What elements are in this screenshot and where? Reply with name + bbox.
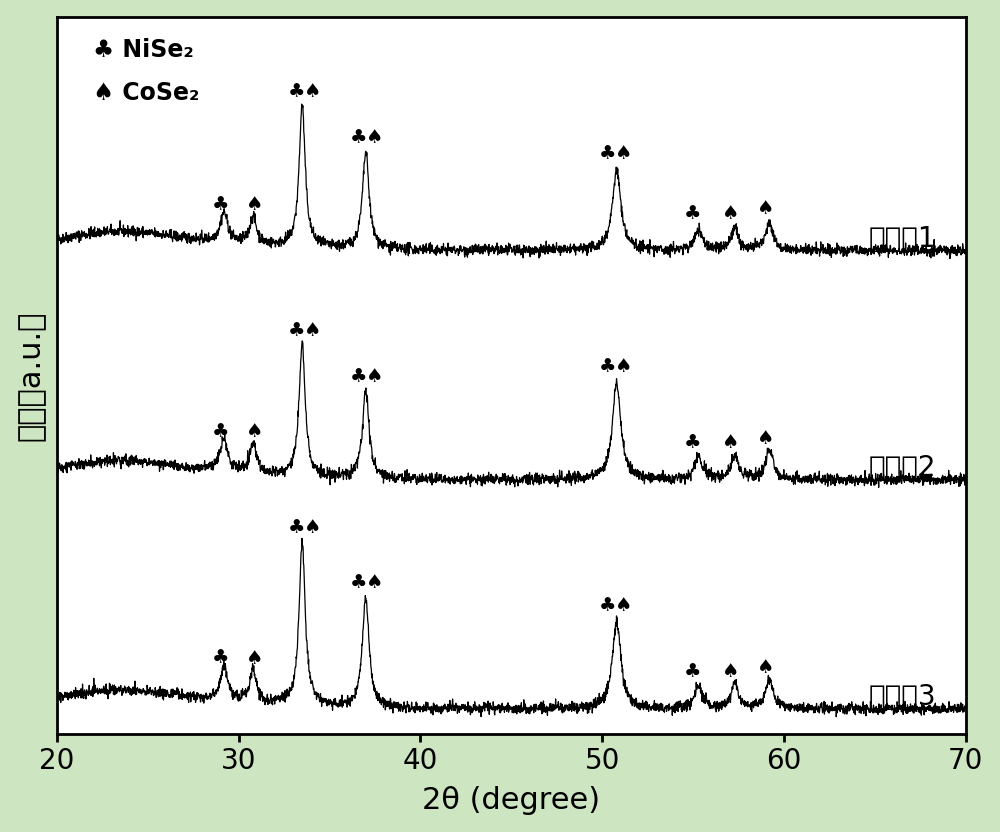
Text: ♠: ♠ xyxy=(304,518,322,537)
Text: ♣: ♣ xyxy=(212,649,229,667)
Y-axis label: 强度（a.u.）: 强度（a.u.） xyxy=(17,310,46,440)
Text: ♣: ♣ xyxy=(212,195,229,214)
Text: 实施兡3: 实施兡3 xyxy=(868,683,936,711)
Text: ♠: ♠ xyxy=(366,367,384,386)
Text: ♠ CoSe₂: ♠ CoSe₂ xyxy=(93,82,200,105)
Text: ♠: ♠ xyxy=(615,144,633,163)
Text: ♠: ♠ xyxy=(246,422,264,441)
Text: ♣: ♣ xyxy=(350,128,367,147)
Text: ♠: ♠ xyxy=(722,662,740,681)
Text: ♠: ♠ xyxy=(757,658,774,676)
Text: ♣: ♣ xyxy=(684,204,702,223)
Text: ♣: ♣ xyxy=(599,144,616,163)
Text: ♠: ♠ xyxy=(757,200,774,218)
Text: ♠: ♠ xyxy=(722,204,740,223)
Text: ♣: ♣ xyxy=(350,573,367,592)
Text: ♠: ♠ xyxy=(366,128,384,147)
Text: ♠: ♠ xyxy=(366,573,384,592)
Text: ♣: ♣ xyxy=(288,518,305,537)
Text: ♣: ♣ xyxy=(288,82,305,102)
Text: ♠: ♠ xyxy=(304,82,322,102)
Text: ♠: ♠ xyxy=(246,649,264,667)
Text: ♠: ♠ xyxy=(246,195,264,214)
Text: ♣: ♣ xyxy=(350,367,367,386)
Text: ♣: ♣ xyxy=(684,433,702,452)
Text: ♣: ♣ xyxy=(212,422,229,441)
Text: ♣: ♣ xyxy=(288,321,305,339)
Text: ♣ NiSe₂: ♣ NiSe₂ xyxy=(93,38,194,62)
Text: 实施兡1: 实施兡1 xyxy=(868,225,936,253)
Text: ♠: ♠ xyxy=(304,321,322,339)
Text: ♠: ♠ xyxy=(722,433,740,452)
Text: ♣: ♣ xyxy=(684,662,702,681)
Text: ♠: ♠ xyxy=(615,358,633,377)
Text: ♣: ♣ xyxy=(599,596,616,615)
Text: ♣: ♣ xyxy=(599,358,616,377)
Text: 实施兡2: 实施兡2 xyxy=(868,454,936,483)
Text: ♠: ♠ xyxy=(757,428,774,448)
Text: ♠: ♠ xyxy=(615,596,633,615)
X-axis label: 2θ (degree): 2θ (degree) xyxy=(422,786,600,815)
